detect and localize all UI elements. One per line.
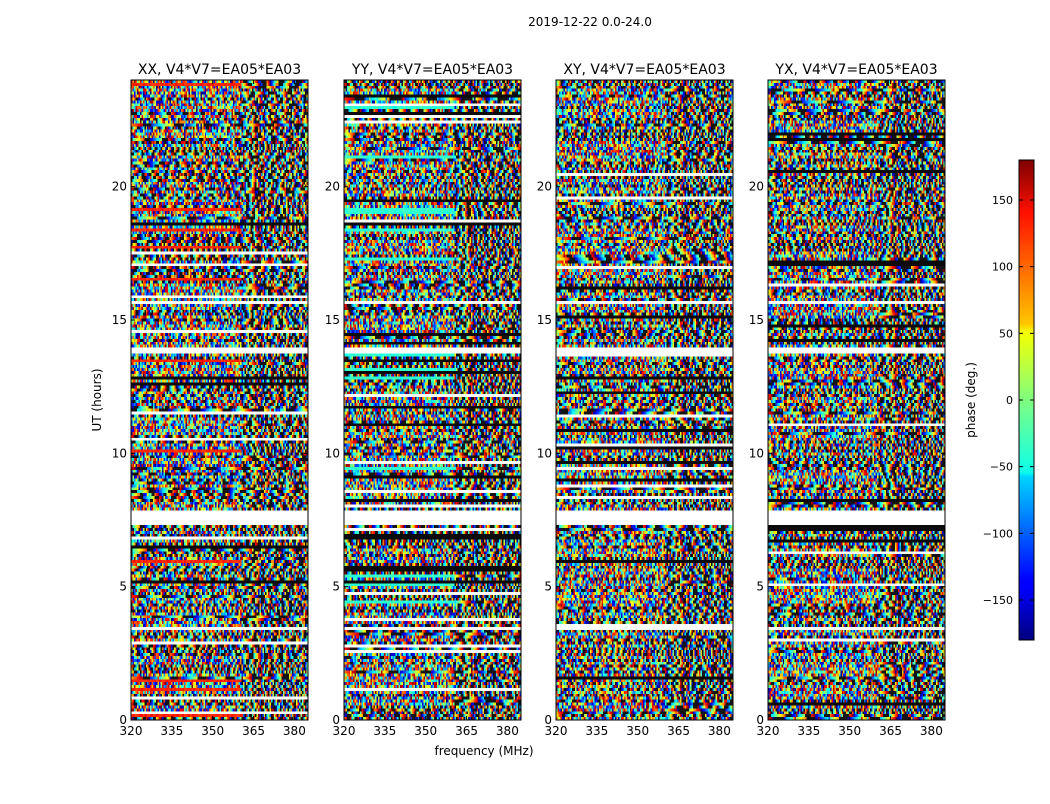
heatmap-xy <box>556 80 733 720</box>
y-tick-label: 0 <box>119 713 127 727</box>
x-tick-label: 320 <box>757 724 780 738</box>
x-tick-label: 365 <box>242 724 265 738</box>
axes-frame <box>555 79 734 721</box>
colorbar-tick-label: −50 <box>990 461 1013 474</box>
heatmap-xx <box>131 80 308 720</box>
colorbar-tick-label: 50 <box>999 327 1013 340</box>
x-tick-label: 365 <box>879 724 902 738</box>
colorbar-tick-label: 0 <box>1006 394 1013 407</box>
x-tick-label: 350 <box>626 724 649 738</box>
y-tick-label: 0 <box>756 713 764 727</box>
panel-title: XY, V4*V7=EA05*EA03 <box>563 62 725 78</box>
x-tick-label: 380 <box>708 724 731 738</box>
x-tick-label: 365 <box>667 724 690 738</box>
heatmap-yy <box>344 80 521 720</box>
y-tick-label: 20 <box>537 180 552 194</box>
x-tick-label: 350 <box>838 724 861 738</box>
x-tick-label: 320 <box>545 724 568 738</box>
colorbar-ticks: 150 100 50 0 −50 −100 −150 <box>983 194 1034 607</box>
y-tick-label: 15 <box>749 313 764 327</box>
y-tick-label: 5 <box>756 580 764 594</box>
x-tick-label: 335 <box>585 724 608 738</box>
y-tick-label: 15 <box>325 313 340 327</box>
figure-suptitle: 2019-12-22 0.0-24.0 <box>528 15 652 29</box>
colorbar-label: phase (deg.) <box>964 362 978 438</box>
y-tick-label: 20 <box>325 180 340 194</box>
y-tick-label: 5 <box>119 580 127 594</box>
y-tick-label: 0 <box>332 713 340 727</box>
panel-xy: XY, V4*V7=EA05*EA03 320 335 350 365 380 0 5 10 15… <box>537 62 734 738</box>
y-tick-label: 10 <box>749 446 764 460</box>
colorbar: 150 100 50 0 −50 −100 −150 phase (deg.) <box>964 159 1035 641</box>
x-tick-label: 320 <box>333 724 356 738</box>
heatmap-yx <box>768 80 945 720</box>
x-tick-label: 335 <box>797 724 820 738</box>
x-tick-label: 380 <box>496 724 519 738</box>
colorbar-tick-label: −150 <box>983 594 1013 607</box>
x-tick-label: 320 <box>120 724 143 738</box>
y-tick-label: 10 <box>112 446 127 460</box>
y-tick-label: 5 <box>332 580 340 594</box>
x-tick-label: 365 <box>455 724 478 738</box>
y-tick-label: 15 <box>537 313 552 327</box>
panel-title: YY, V4*V7=EA05*EA03 <box>351 62 513 78</box>
x-tick-label: 335 <box>160 724 183 738</box>
y-tick-label: 5 <box>544 580 552 594</box>
y-tick-label: 20 <box>112 180 127 194</box>
panel-yx: YX, V4*V7=EA05*EA03 320 335 350 365 380 0 5 10 15… <box>749 62 946 738</box>
panel-yy: YY, V4*V7=EA05*EA03 320 335 350 365 380 0 5 10 15… <box>325 62 522 738</box>
colorbar-tick-label: 100 <box>992 261 1013 274</box>
x-tick-label: 380 <box>920 724 943 738</box>
y-tick-label: 0 <box>544 713 552 727</box>
panel-title: XX, V4*V7=EA05*EA03 <box>138 62 301 78</box>
panel-xx: XX, V4*V7=EA05*EA03 320 335 350 365 380 0 5 10 15… <box>112 62 309 738</box>
colorbar-tick-label: 150 <box>992 194 1013 207</box>
x-axis-label: frequency (MHz) <box>434 744 533 758</box>
y-tick-label: 20 <box>749 180 764 194</box>
panels-group: XX, V4*V7=EA05*EA03 320 335 350 365 380 0 5 10 15… <box>112 62 946 738</box>
y-axis-label: UT (hours) <box>90 368 104 431</box>
y-tick-label: 10 <box>537 446 552 460</box>
x-tick-label: 350 <box>201 724 224 738</box>
axes-frame <box>343 79 522 721</box>
panel-title: YX, V4*V7=EA05*EA03 <box>774 62 937 78</box>
x-tick-label: 380 <box>283 724 306 738</box>
x-tick-label: 335 <box>373 724 396 738</box>
x-tick-label: 350 <box>414 724 437 738</box>
y-tick-label: 15 <box>112 313 127 327</box>
axes-frame <box>767 79 946 721</box>
colorbar-tick-label: −100 <box>983 527 1013 540</box>
axes-frame <box>130 79 309 721</box>
y-tick-label: 10 <box>325 446 340 460</box>
